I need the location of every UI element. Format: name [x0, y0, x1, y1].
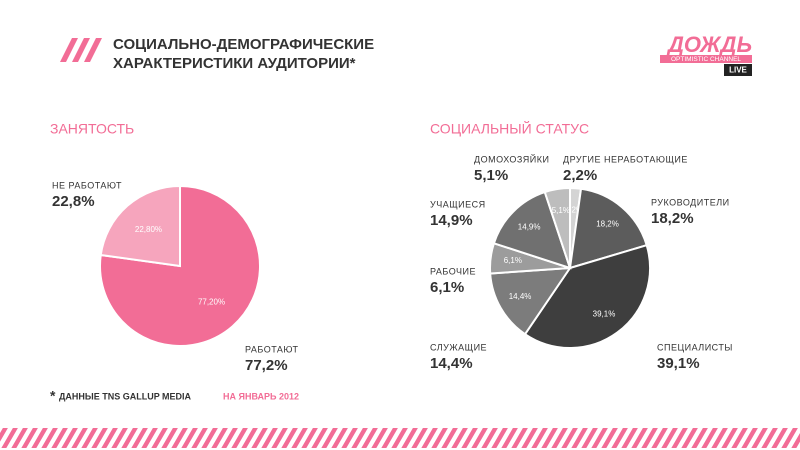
value-label: 77,2% — [245, 357, 288, 374]
slice-label: 5,1% — [552, 206, 570, 215]
slice-label: 14,9% — [518, 223, 541, 232]
value-label: 14,9% — [430, 212, 473, 229]
value-label: 22,8% — [52, 193, 95, 210]
slice-label: 6,1% — [504, 256, 522, 265]
footnote-period: НА ЯНВАРЬ 2012 — [223, 391, 299, 401]
legend-label: РУКОВОДИТЕЛИ — [651, 197, 730, 207]
logo-bar — [660, 55, 752, 63]
logo-live-box — [724, 64, 752, 76]
logo-name: ДОЖДЬ — [666, 32, 752, 57]
footnote-source: ДАННЫЕ TNS GALLUP MEDIA — [59, 391, 192, 401]
logo-live: LIVE — [729, 66, 747, 75]
logo-tagline: OPTIMISTIC CHANNEL — [671, 56, 741, 63]
value-label: 5,1% — [474, 167, 508, 184]
pie-slice — [99, 184, 181, 268]
pie-slice — [568, 187, 648, 270]
footer-band — [0, 428, 800, 448]
value-label: 2,2% — [563, 167, 597, 184]
slice-label: 2,2% — [565, 206, 583, 215]
value-label: 39,1% — [657, 355, 700, 372]
chart-title: СОЦИАЛЬНЫЙ СТАТУС — [430, 120, 589, 137]
pie-slice — [489, 266, 572, 336]
header-stripes — [60, 38, 102, 62]
title-line: ХАРАКТЕРИСТИКИ АУДИТОРИИ* — [113, 55, 356, 72]
legend-label: СЛУЖАЩИЕ — [430, 342, 487, 352]
legend-label: ДОМОХОЗЯЙКИ — [474, 153, 549, 164]
legend-label: НЕ РАБОТАЮТ — [52, 180, 122, 190]
value-label: 18,2% — [651, 210, 694, 227]
slice-label: 22,80% — [135, 225, 162, 234]
slice-label: 39,1% — [593, 310, 616, 319]
slice-label: 18,2% — [596, 219, 619, 228]
logo: ДОЖДЬ OPTIMISTIC CHANNEL LIVE — [660, 32, 752, 76]
slice-label: 14,4% — [509, 292, 532, 301]
slice-label: 77,20% — [198, 297, 225, 306]
legend-label: РАБОТАЮТ — [245, 344, 299, 354]
legend-label: РАБОЧИЕ — [430, 266, 476, 276]
legend-label: ДРУГИЕ НЕРАБОТАЮЩИЕ — [563, 154, 688, 164]
legend-label: СПЕЦИАЛИСТЫ — [657, 342, 733, 352]
pie-slice — [543, 186, 571, 269]
legend-label: УЧАЩИЕСЯ — [430, 199, 486, 209]
title-line: СОЦИАЛЬНО-ДЕМОГРАФИЧЕСКИЕ — [113, 36, 374, 53]
chart-title: ЗАНЯТОСТЬ — [50, 121, 134, 137]
footnote-mark: * — [50, 388, 56, 404]
value-label: 14,4% — [430, 355, 473, 372]
value-label: 6,1% — [430, 279, 464, 296]
pie-slice — [523, 243, 651, 349]
